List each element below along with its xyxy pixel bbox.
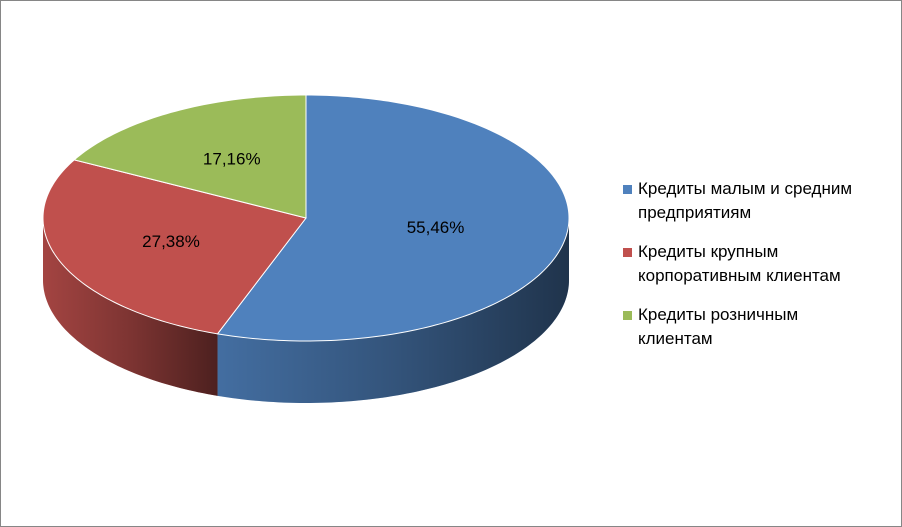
legend-swatch [623, 311, 632, 320]
data-label: 17,16% [203, 149, 261, 168]
slice [42, 159, 307, 335]
data-label: 55,46% [407, 218, 465, 237]
slice [216, 94, 570, 342]
legend-item: Кредиты крупным корпоративным клиентам [621, 240, 871, 288]
legend-item: Кредиты малым и средним предприятиям [621, 177, 871, 225]
legend-label: Кредиты розничным клиентам [638, 305, 799, 348]
legend-label: Кредиты малым и средним предприятиям [638, 179, 853, 222]
slice [73, 94, 307, 219]
slice-side-shade [217, 218, 569, 403]
legend-label: Кредиты крупным корпоративным клиентам [638, 242, 841, 285]
legend-item: Кредиты розничным клиентам [621, 303, 871, 351]
legend: Кредиты малым и средним предприятиям Кред… [621, 177, 871, 366]
slice-side-shade [43, 218, 218, 396]
legend-swatch [623, 185, 632, 194]
legend-swatch [623, 248, 632, 257]
data-label: 27,38% [142, 232, 200, 251]
